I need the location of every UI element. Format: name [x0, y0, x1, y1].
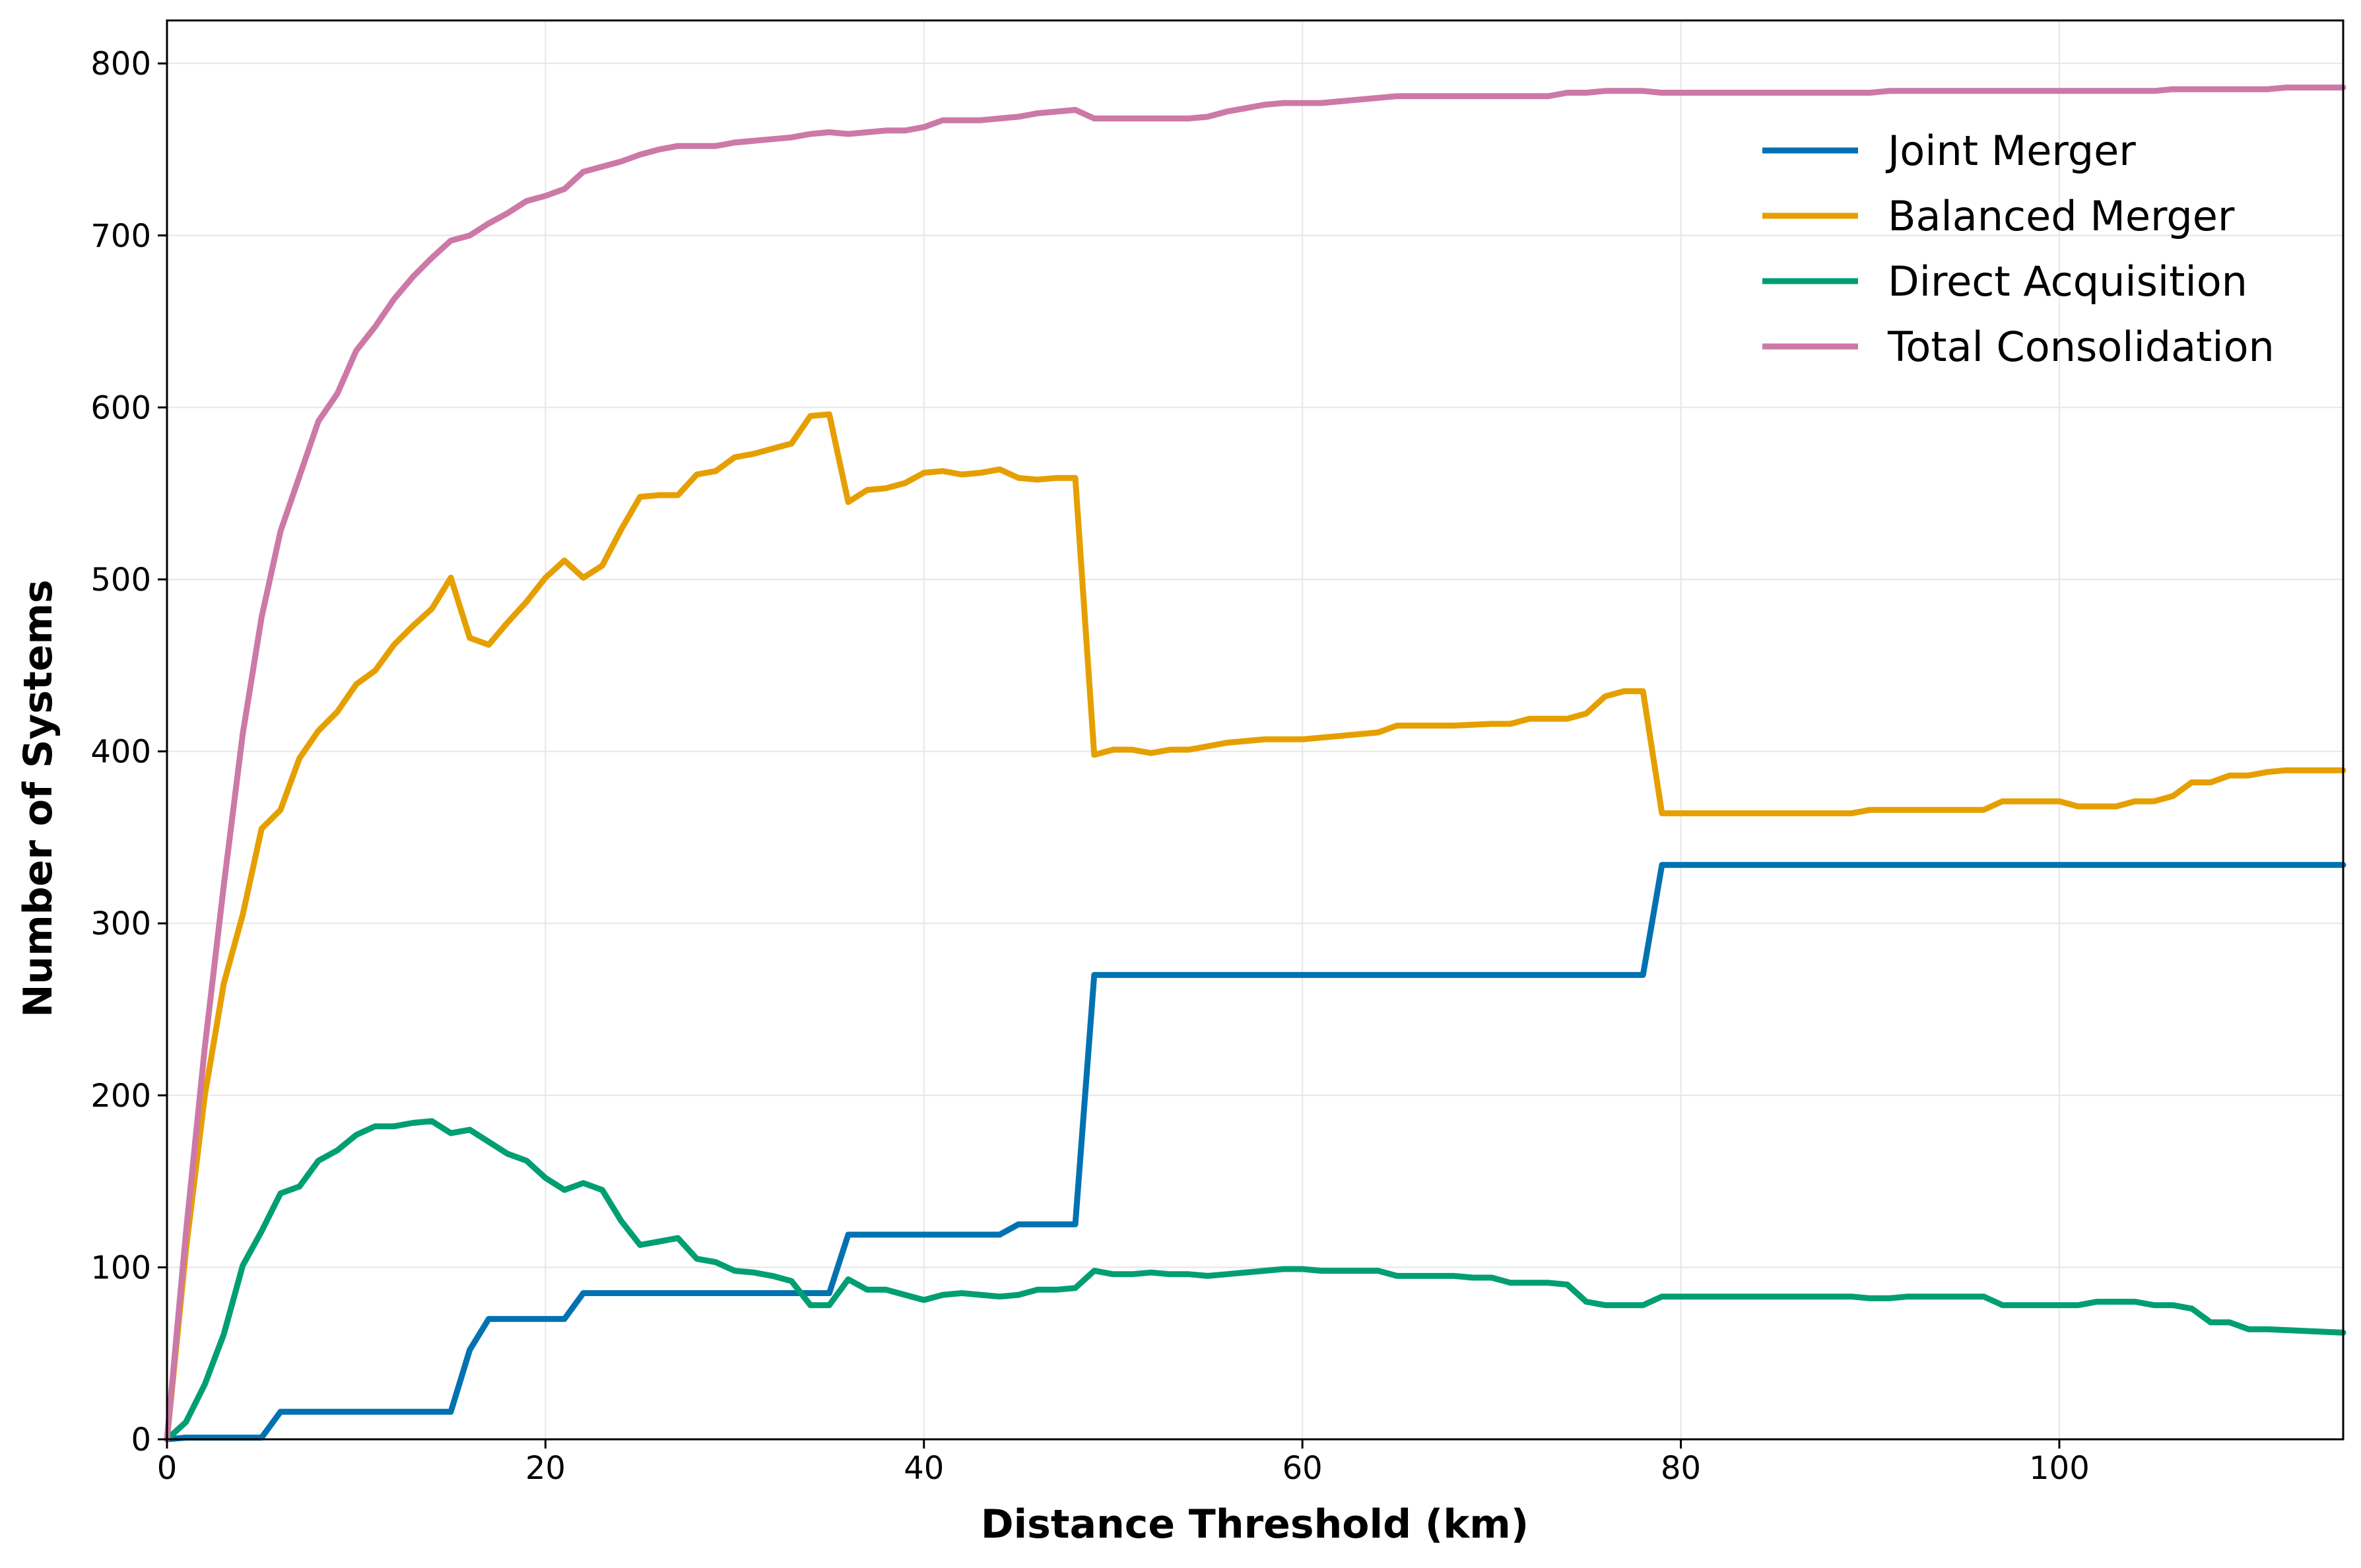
legend-item-joint-merger: Joint Merger [1762, 127, 2136, 175]
legend-label: Joint Merger [1885, 127, 2136, 175]
x-tick-label: 100 [2029, 1450, 2090, 1487]
y-tick-label: 300 [90, 905, 151, 942]
x-tick-label: 20 [525, 1450, 566, 1487]
y-tick-label: 800 [90, 46, 151, 82]
y-tick-label: 700 [90, 218, 151, 255]
y-axis: 0 100 200 300 400 500 600 700 800 [90, 46, 167, 1458]
x-axis: 0 20 40 60 80 100 [157, 1439, 2090, 1487]
legend-label: Balanced Merger [1888, 192, 2235, 240]
y-axis-title: Number of Systems [15, 579, 61, 1017]
series-line-joint-merger [164, 862, 2346, 1443]
legend-item-direct-acquisition: Direct Acquisition [1762, 257, 2247, 306]
y-tick-label: 400 [90, 734, 151, 771]
legend-label: Direct Acquisition [1888, 257, 2247, 306]
grid [166, 20, 2343, 1440]
legend-item-total-consolidation: Total Consolidation [1762, 323, 2275, 371]
y-tick-label: 600 [90, 389, 151, 426]
y-tick-label: 200 [90, 1078, 151, 1115]
x-axis-title: Distance Threshold (km) [981, 1501, 1529, 1548]
legend-item-balanced-merger: Balanced Merger [1762, 192, 2235, 240]
x-tick-label: 80 [1661, 1450, 1701, 1487]
legend-label: Total Consolidation [1887, 323, 2275, 371]
x-tick-label: 40 [904, 1450, 944, 1487]
series-line-direct-acquisition [164, 1118, 2346, 1443]
series-layer [164, 84, 2346, 1443]
x-tick-label: 60 [1282, 1450, 1323, 1487]
y-tick-label: 500 [90, 562, 151, 599]
series-line-total-consolidation [164, 84, 2346, 1443]
y-tick-label: 100 [90, 1249, 151, 1286]
plot-area-frame [166, 19, 2344, 1441]
legend: Joint Merger Balanced Merger Direct Acquis… [1762, 127, 2275, 371]
x-tick-label: 0 [157, 1450, 178, 1487]
y-tick-label: 0 [131, 1421, 151, 1458]
series-line-balanced-merger [164, 411, 2346, 1443]
